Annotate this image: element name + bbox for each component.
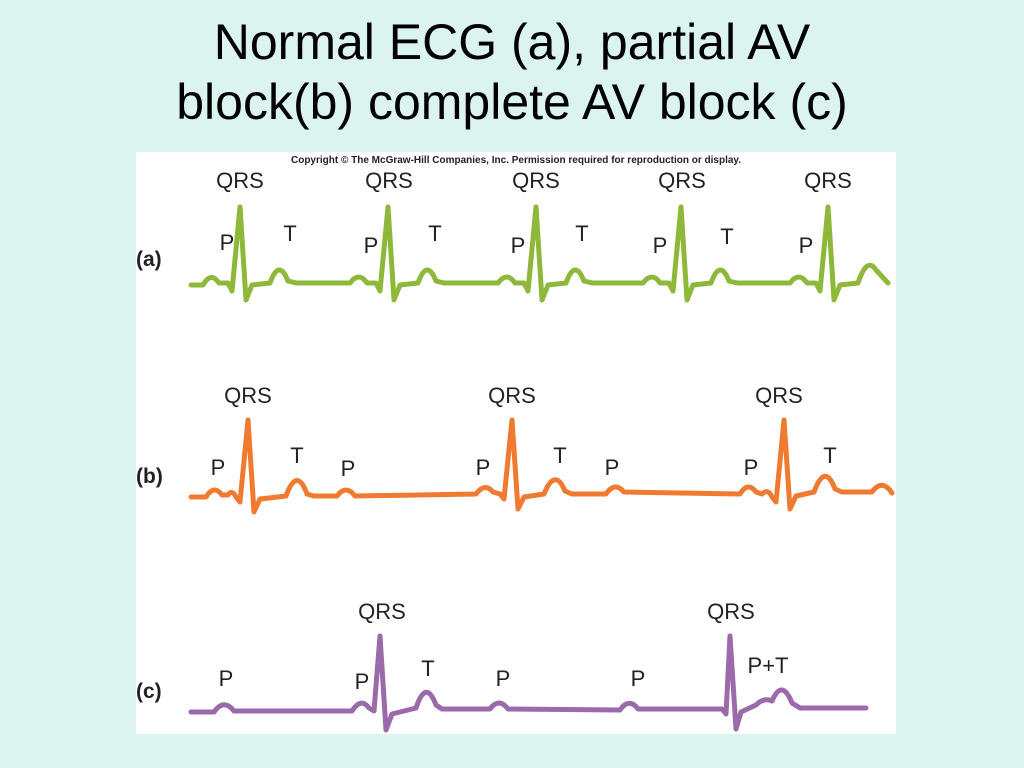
p-wave-label: P [355,669,370,694]
p-wave-label: P [744,455,759,480]
p-wave-label: P [220,230,235,255]
panel-label-a: (a) [136,248,162,271]
qrs-label: QRS [707,599,755,624]
t-wave-label: T [823,443,836,468]
ecg-trace-b [188,417,895,515]
p-wave-label: P [653,233,668,258]
panel-b: (b) QRS QRS QRS P T P P T P P T [136,383,895,515]
panel-label-b: (b) [136,465,163,488]
p-wave-label: P [211,455,226,480]
p-wave-label: P [364,233,379,258]
p-wave-label: P [219,666,234,691]
panel-a: (a) QRS P T QRS P T QRS P T QRS P T QRS … [136,168,891,303]
qrs-label: QRS [658,168,706,193]
title-line-1: Normal ECG (a), partial AV [213,14,811,70]
p-wave-label: P [476,455,491,480]
copyright-notice: Copyright © The McGraw-Hill Companies, I… [291,155,741,166]
qrs-label: QRS [365,168,413,193]
ecg-figure: Copyright © The McGraw-Hill Companies, I… [136,152,896,734]
panel-c: (c) QRS QRS P P T P P P+T [136,599,869,733]
t-wave-label: T [283,221,296,246]
qrs-label: QRS [224,383,272,408]
p-wave-label: P [496,666,511,691]
t-wave-label: T [575,221,588,246]
p-wave-label: P [605,455,620,480]
ecg-diagram: Copyright © The McGraw-Hill Companies, I… [136,155,895,733]
qrs-label: QRS [804,168,852,193]
p-wave-label: P [799,233,814,258]
t-wave-label: T [553,443,566,468]
qrs-label: QRS [512,168,560,193]
p-wave-label: P [511,233,526,258]
qrs-label: QRS [358,599,406,624]
p-wave-label: P [631,666,646,691]
qrs-label: QRS [488,383,536,408]
t-wave-label: T [720,224,733,249]
ecg-trace-a [188,204,891,303]
t-wave-label: T [428,221,441,246]
ecg-trace-c [188,633,869,733]
slide-title: Normal ECG (a), partial AV block(b) comp… [0,12,1024,132]
t-wave-label: T [421,656,434,681]
p-plus-t-label: P+T [748,653,789,678]
panel-label-c: (c) [136,680,162,703]
p-wave-label: P [341,456,356,481]
qrs-label: QRS [755,383,803,408]
title-line-2: block(b) complete AV block (c) [176,74,848,130]
t-wave-label: T [290,443,303,468]
qrs-label: QRS [216,168,264,193]
